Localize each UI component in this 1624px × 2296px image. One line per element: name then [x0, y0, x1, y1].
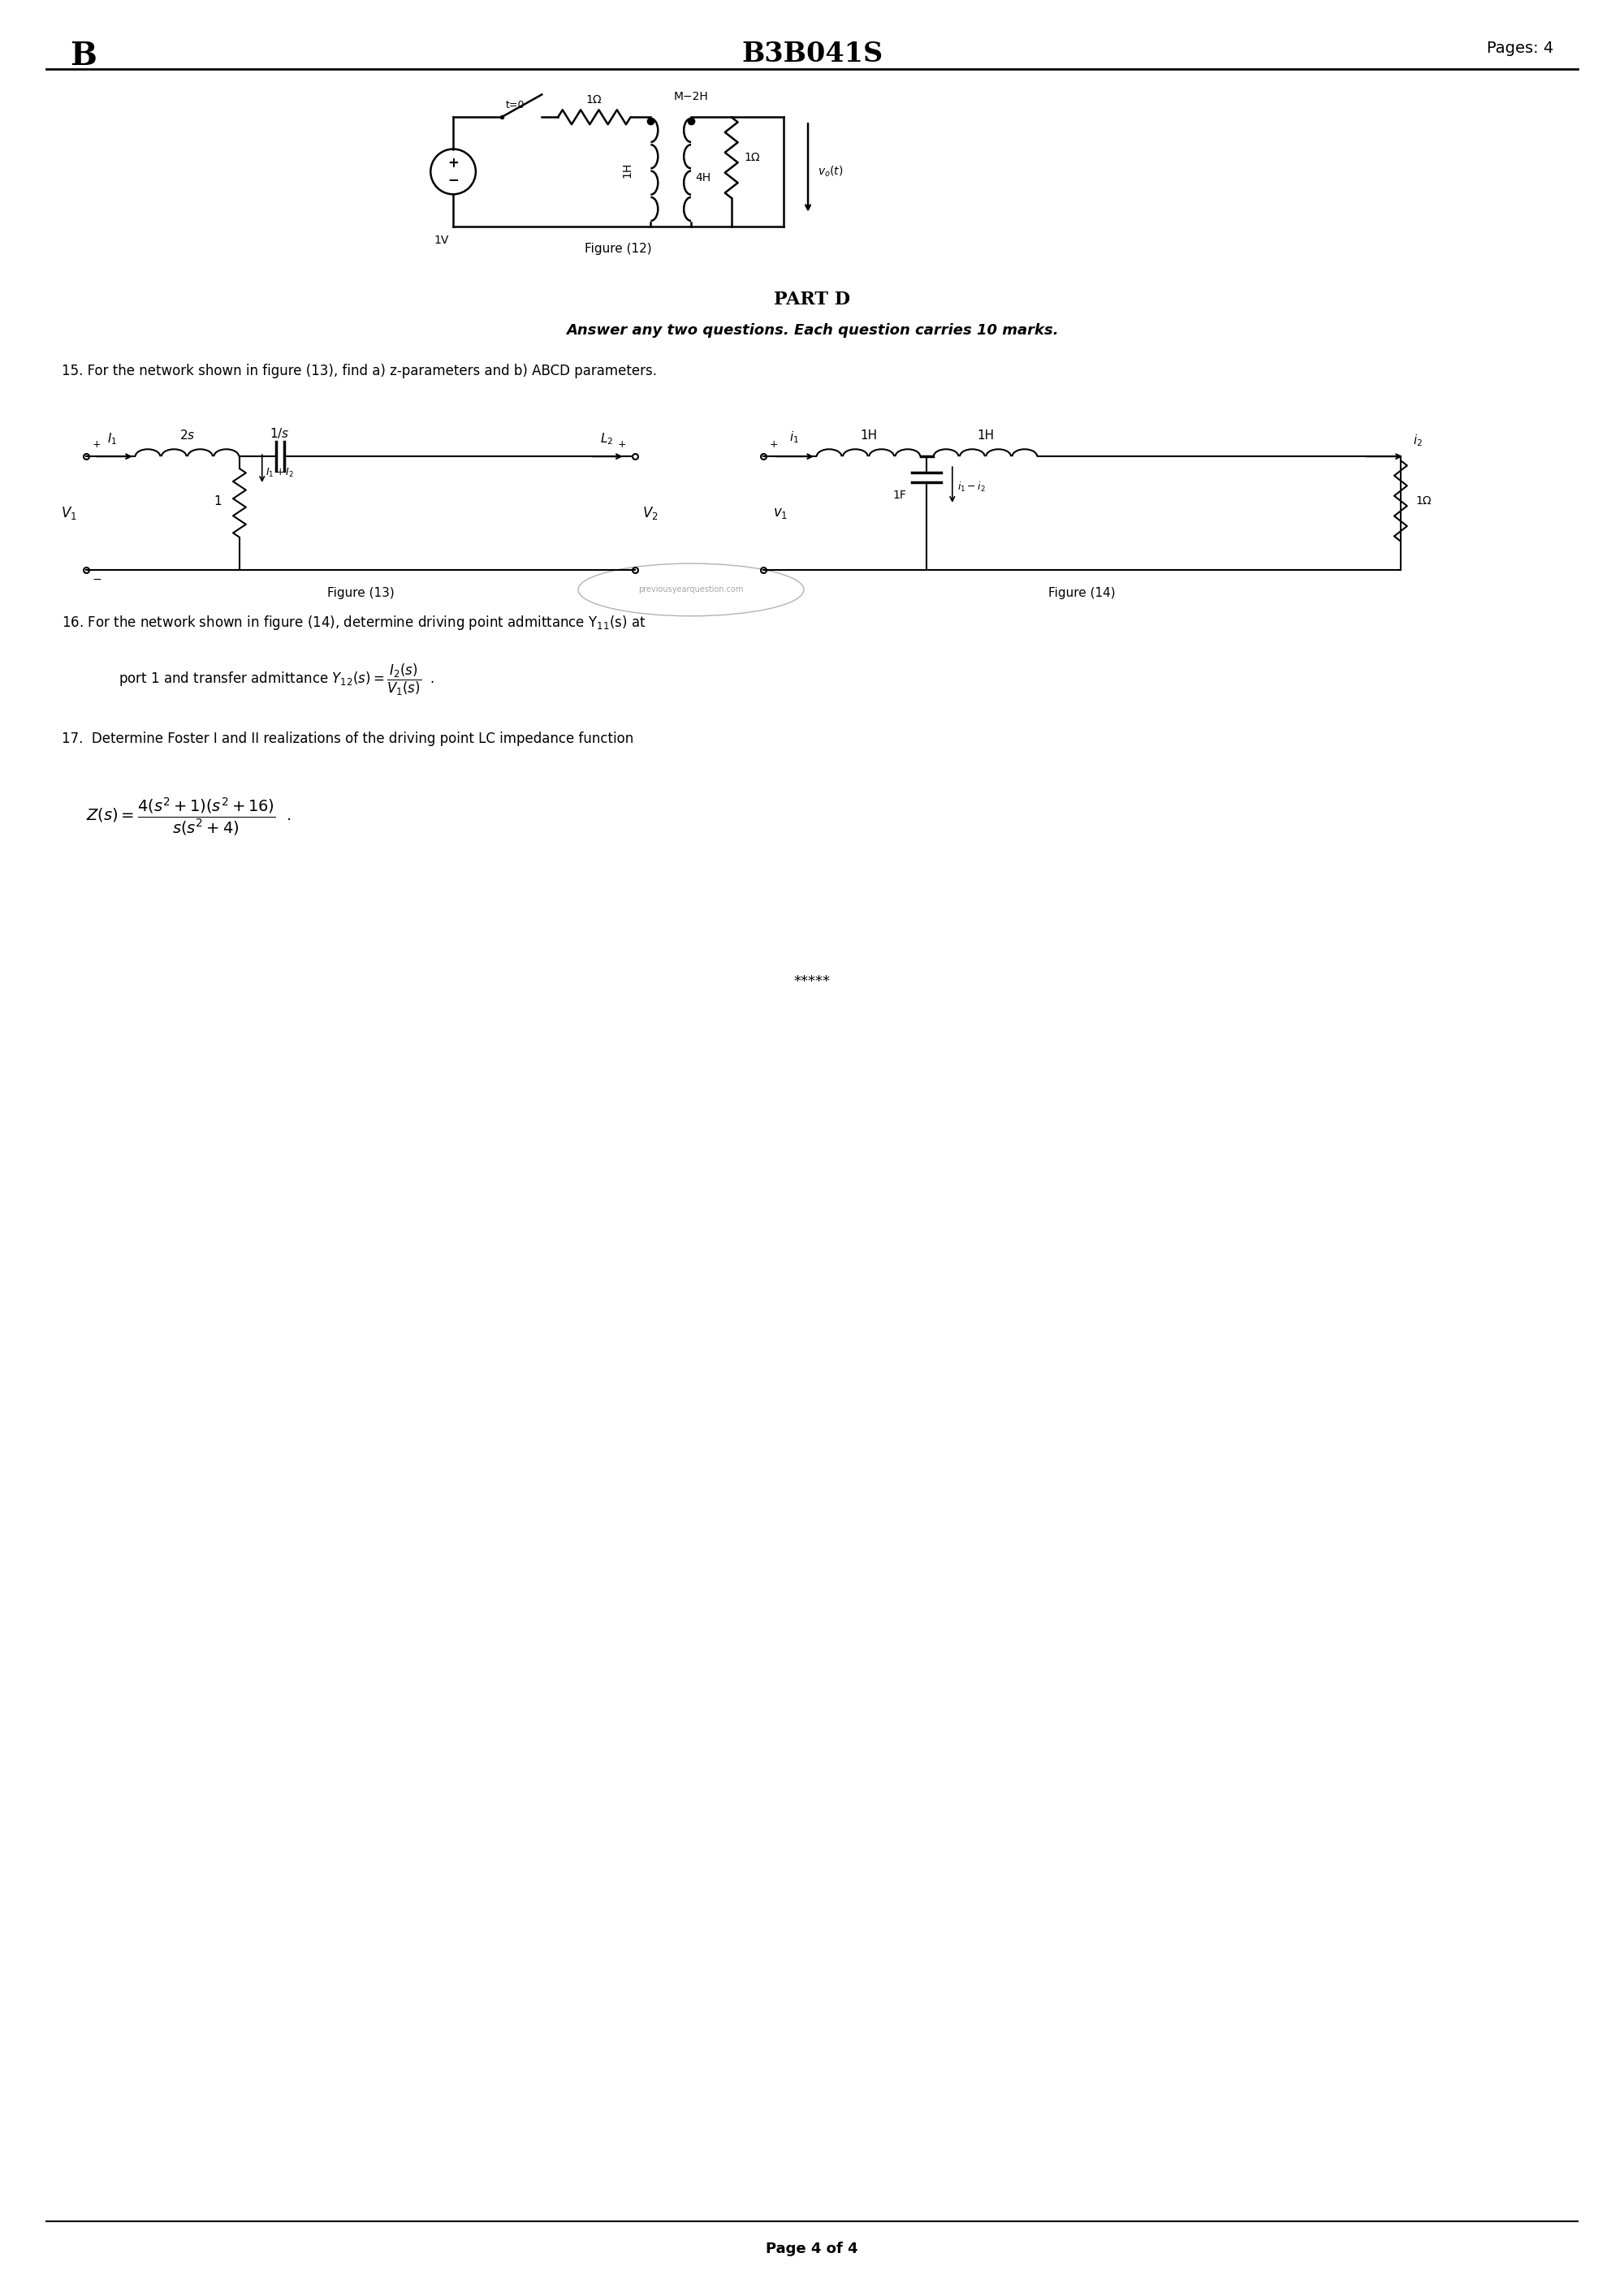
Text: −: −	[448, 172, 460, 186]
Text: $V_2$: $V_2$	[643, 505, 659, 521]
Text: B3B041S: B3B041S	[741, 41, 883, 67]
Text: t=0: t=0	[505, 101, 525, 110]
Text: $1/s$: $1/s$	[270, 427, 289, 441]
Text: Page 4 of 4: Page 4 of 4	[767, 2241, 857, 2257]
Text: $i_1-i_2$: $i_1-i_2$	[957, 480, 986, 494]
Text: 1$\Omega$: 1$\Omega$	[1415, 496, 1432, 507]
Text: $1$: $1$	[213, 494, 222, 507]
Text: 1V: 1V	[434, 234, 448, 246]
Text: 1$\Omega$: 1$\Omega$	[744, 152, 760, 163]
Text: 16. For the network shown in figure (14), determine driving point admittance Y$_: 16. For the network shown in figure (14)…	[62, 613, 646, 631]
Text: Pages: 4: Pages: 4	[1488, 41, 1554, 55]
Text: Answer any two questions. Each question carries 10 marks.: Answer any two questions. Each question …	[565, 324, 1059, 338]
Text: PART D: PART D	[775, 292, 851, 308]
Text: 15. For the network shown in figure (13), find a) z-parameters and b) ABCD param: 15. For the network shown in figure (13)…	[62, 363, 658, 379]
Text: port 1 and transfer admittance $Y_{12}(s) = \dfrac{I_2(s)}{V_1(s)}$  .: port 1 and transfer admittance $Y_{12}(s…	[119, 664, 435, 698]
Text: B: B	[70, 41, 97, 71]
Text: −: −	[93, 574, 101, 585]
Text: $I_1+I_2$: $I_1+I_2$	[265, 466, 294, 480]
Text: $I_1$: $I_1$	[107, 432, 117, 448]
Text: $i_2$: $i_2$	[1413, 434, 1423, 448]
Text: 1F: 1F	[893, 489, 906, 501]
Text: $V_1$: $V_1$	[60, 505, 76, 521]
Text: $L_2$: $L_2$	[599, 432, 612, 448]
Text: 4H: 4H	[695, 172, 711, 184]
Text: 1H: 1H	[859, 429, 877, 441]
Text: Figure (12): Figure (12)	[585, 243, 651, 255]
Text: +: +	[617, 439, 627, 450]
Text: $2s$: $2s$	[179, 429, 195, 441]
Text: $v_1$: $v_1$	[773, 505, 788, 521]
Text: +: +	[93, 439, 101, 450]
Text: Figure (13): Figure (13)	[326, 588, 395, 599]
Text: 1H: 1H	[976, 429, 994, 441]
Text: 1$\Omega$: 1$\Omega$	[586, 94, 603, 106]
Text: Figure (14): Figure (14)	[1049, 588, 1116, 599]
Text: $i_1$: $i_1$	[789, 429, 799, 445]
Text: $Z(s) = \dfrac{4(s^2+1)(s^2+16)}{s(s^2+4)}$  .: $Z(s) = \dfrac{4(s^2+1)(s^2+16)}{s(s^2+4…	[86, 797, 291, 836]
Text: +: +	[770, 439, 778, 450]
Text: 17.  Determine Foster I and II realizations of the driving point LC impedance fu: 17. Determine Foster I and II realizatio…	[62, 730, 633, 746]
Text: previousyearquestion.com: previousyearquestion.com	[638, 585, 744, 595]
Text: M−2H: M−2H	[674, 92, 708, 103]
Text: +: +	[448, 156, 460, 170]
Text: 1H: 1H	[622, 161, 633, 177]
Text: *****: *****	[794, 974, 830, 990]
Text: $v_o(t)$: $v_o(t)$	[817, 165, 843, 179]
